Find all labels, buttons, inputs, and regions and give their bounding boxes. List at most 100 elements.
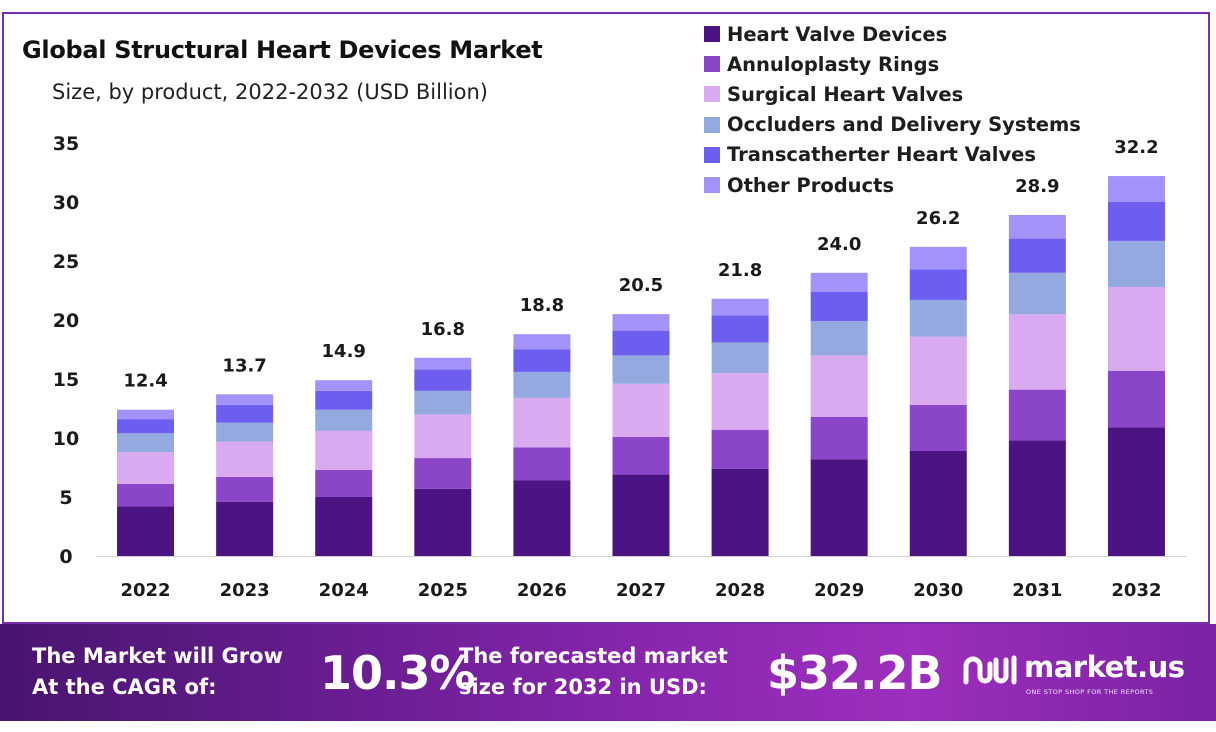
summary-banner: The Market will Grow At the CAGR of: 10.… bbox=[0, 624, 1216, 721]
bar-segment bbox=[216, 394, 274, 405]
bar-total-label: 24.0 bbox=[817, 234, 861, 255]
chart-legend: Heart Valve Devices Annuloplasty Rings Sur… bbox=[704, 19, 1081, 200]
bar-segment bbox=[315, 409, 373, 431]
bar-segment bbox=[1008, 272, 1066, 315]
x-tick-label: 2027 bbox=[616, 580, 666, 601]
brand-name: market.us bbox=[1024, 650, 1185, 684]
legend-item: Occluders and Delivery Systems bbox=[704, 110, 1081, 140]
y-tick-label: 20 bbox=[53, 310, 79, 332]
bar-segment bbox=[216, 441, 274, 477]
bar-segment bbox=[513, 371, 571, 398]
bar-segment bbox=[1008, 214, 1066, 239]
legend-label: Occluders and Delivery Systems bbox=[727, 113, 1081, 137]
legend-swatch bbox=[704, 56, 720, 73]
x-tick-label: 2032 bbox=[1111, 580, 1161, 601]
legend-item: Transcatherter Heart Valves bbox=[704, 140, 1081, 170]
bar-segment bbox=[216, 422, 274, 442]
y-tick-label: 10 bbox=[53, 428, 79, 450]
legend-item: Annuloplasty Rings bbox=[704, 49, 1081, 79]
y-tick-label: 0 bbox=[59, 546, 72, 568]
forecast-value: $32.2B bbox=[767, 646, 943, 700]
y-tick-label: 35 bbox=[53, 133, 79, 155]
bar-segment bbox=[909, 336, 967, 405]
x-tick-label: 2029 bbox=[814, 580, 864, 601]
bar-segment bbox=[117, 484, 175, 507]
bar-total-label: 12.4 bbox=[123, 371, 167, 392]
brand-mark-icon bbox=[963, 655, 1017, 685]
bar-segment bbox=[711, 315, 769, 343]
y-tick-label: 5 bbox=[59, 487, 72, 509]
bar-segment bbox=[909, 246, 967, 270]
bar-segment bbox=[216, 476, 274, 502]
bar-segment bbox=[315, 469, 373, 497]
bar-total-label: 16.8 bbox=[421, 319, 465, 340]
bar-segment bbox=[414, 488, 472, 556]
bar-total-label: 26.2 bbox=[916, 208, 960, 229]
bar-segment bbox=[810, 355, 868, 417]
bar-total-label: 21.8 bbox=[718, 260, 762, 281]
cagr-label: The Market will Grow At the CAGR of: bbox=[32, 641, 322, 703]
legend-swatch bbox=[704, 177, 720, 194]
bar-segment bbox=[810, 416, 868, 460]
bar-segment bbox=[612, 474, 670, 556]
legend-swatch bbox=[704, 86, 720, 103]
bar-total-label: 32.2 bbox=[1114, 137, 1158, 158]
x-tick-label: 2026 bbox=[517, 580, 567, 601]
bar-segment bbox=[711, 342, 769, 374]
cagr-label-line1: The Market will Grow bbox=[32, 644, 283, 668]
cagr-value: 10.3% bbox=[320, 646, 476, 700]
bar-segment bbox=[216, 501, 274, 556]
bar-total-label: 28.9 bbox=[1015, 176, 1059, 197]
x-tick-label: 2023 bbox=[220, 580, 270, 601]
legend-item: Other Products bbox=[704, 170, 1081, 200]
forecast-label-line1: The forecasted market bbox=[459, 644, 728, 668]
bar-segment bbox=[117, 419, 175, 434]
bar-segment bbox=[315, 390, 373, 410]
y-tick-label: 15 bbox=[53, 369, 79, 391]
bar-segment bbox=[414, 357, 472, 370]
brand-logo: market.us ONE STOP SHOP FOR THE REPORTS bbox=[962, 650, 1192, 700]
x-tick-label: 2025 bbox=[418, 580, 468, 601]
bar-segment bbox=[612, 330, 670, 356]
bar-total-label: 13.7 bbox=[222, 355, 266, 376]
x-tick-label: 2028 bbox=[715, 580, 765, 601]
bar-segment bbox=[1008, 238, 1066, 273]
bar-segment bbox=[1107, 370, 1165, 428]
bar-segment bbox=[513, 397, 571, 448]
forecast-label: The forecasted market size for 2032 in U… bbox=[459, 641, 759, 703]
bar-total-label: 14.9 bbox=[322, 341, 366, 362]
y-tick-label: 30 bbox=[53, 192, 79, 214]
bar-segment bbox=[414, 390, 472, 415]
bar-segment bbox=[1107, 176, 1165, 202]
bar-segment bbox=[810, 459, 868, 556]
legend-label: Other Products bbox=[727, 173, 895, 197]
bar-segment bbox=[909, 269, 967, 300]
bar-segment bbox=[810, 321, 868, 356]
bar-segment bbox=[711, 298, 769, 316]
brand-tagline: ONE STOP SHOP FOR THE REPORTS bbox=[1026, 688, 1154, 696]
legend-swatch bbox=[704, 146, 720, 163]
bar-total-label: 20.5 bbox=[619, 275, 663, 296]
bar-segment bbox=[414, 458, 472, 489]
cagr-label-line2: At the CAGR of: bbox=[32, 675, 217, 699]
bar-segment bbox=[612, 314, 670, 331]
bar-segment bbox=[414, 369, 472, 391]
bar-total-label: 18.8 bbox=[520, 295, 564, 316]
bar-segment bbox=[414, 414, 472, 459]
bar-segment bbox=[513, 447, 571, 481]
legend-swatch bbox=[704, 26, 720, 43]
bar-segment bbox=[117, 452, 175, 485]
legend-label: Surgical Heart Valves bbox=[727, 82, 964, 106]
bar-segment bbox=[909, 450, 967, 556]
bar-segment bbox=[315, 430, 373, 470]
bar-segment bbox=[117, 409, 175, 420]
bar-segment bbox=[315, 497, 373, 556]
bar-segment bbox=[1107, 240, 1165, 287]
bar-segment bbox=[513, 480, 571, 556]
bar-segment bbox=[711, 468, 769, 556]
bar-segment bbox=[810, 291, 868, 322]
legend-item: Heart Valve Devices bbox=[704, 19, 1081, 49]
bar-segment bbox=[1107, 202, 1165, 241]
bar-segment bbox=[1008, 389, 1066, 441]
legend-label: Annuloplasty Rings bbox=[727, 52, 940, 76]
